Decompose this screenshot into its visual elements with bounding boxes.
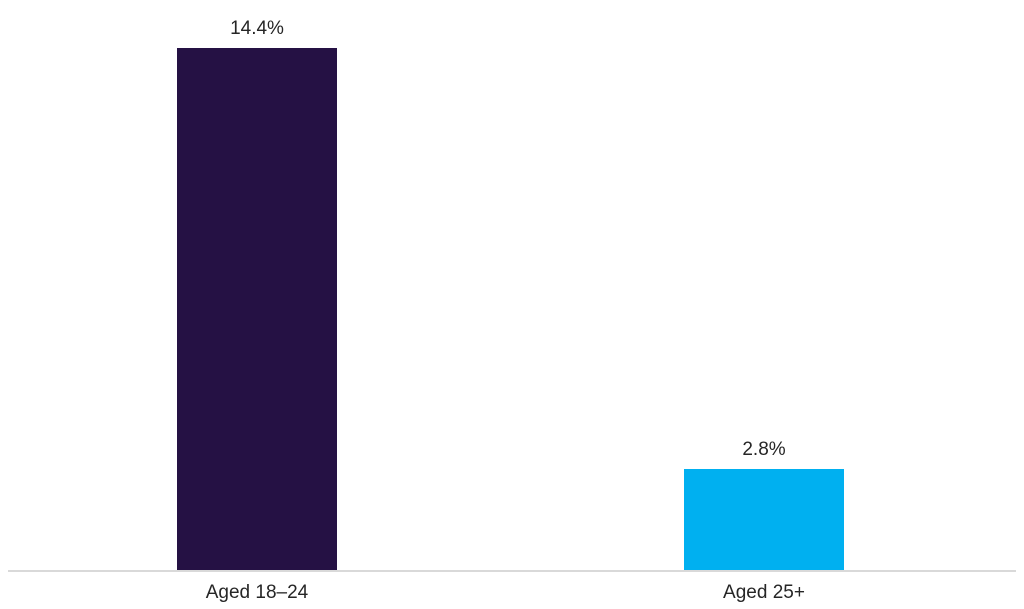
category-label-aged-18-24: Aged 18–24: [205, 582, 309, 603]
data-label-aged-18-24: 14.4%: [230, 18, 284, 39]
bar-group-aged-18-24: 14.4%: [177, 18, 337, 571]
category-label-aged-25-plus: Aged 25+: [723, 582, 805, 603]
x-axis-line: [8, 570, 1016, 572]
bar-aged-18-24: [177, 48, 337, 571]
bar-aged-25-plus: [684, 469, 844, 571]
data-label-aged-25-plus: 2.8%: [742, 439, 786, 460]
bar-group-aged-25-plus: 2.8%: [684, 439, 844, 571]
